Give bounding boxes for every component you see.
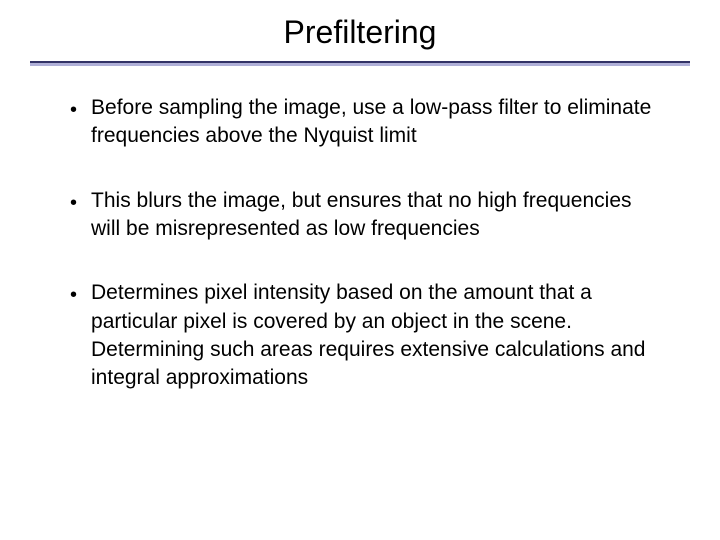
slide-body: • Before sampling the image, use a low-p… [0,66,720,393]
bullet-text: Before sampling the image, use a low-pas… [91,94,660,151]
slide-title: Prefiltering [0,0,720,61]
list-item: • This blurs the image, but ensures that… [70,187,660,244]
slide-container: Prefiltering • Before sampling the image… [0,0,720,540]
list-item: • Determines pixel intensity based on th… [70,279,660,392]
bullet-icon: • [70,96,77,124]
bullet-text: Determines pixel intensity based on the … [91,279,660,392]
list-item: • Before sampling the image, use a low-p… [70,94,660,151]
bullet-icon: • [70,189,77,217]
bullet-icon: • [70,281,77,309]
bullet-text: This blurs the image, but ensures that n… [91,187,660,244]
